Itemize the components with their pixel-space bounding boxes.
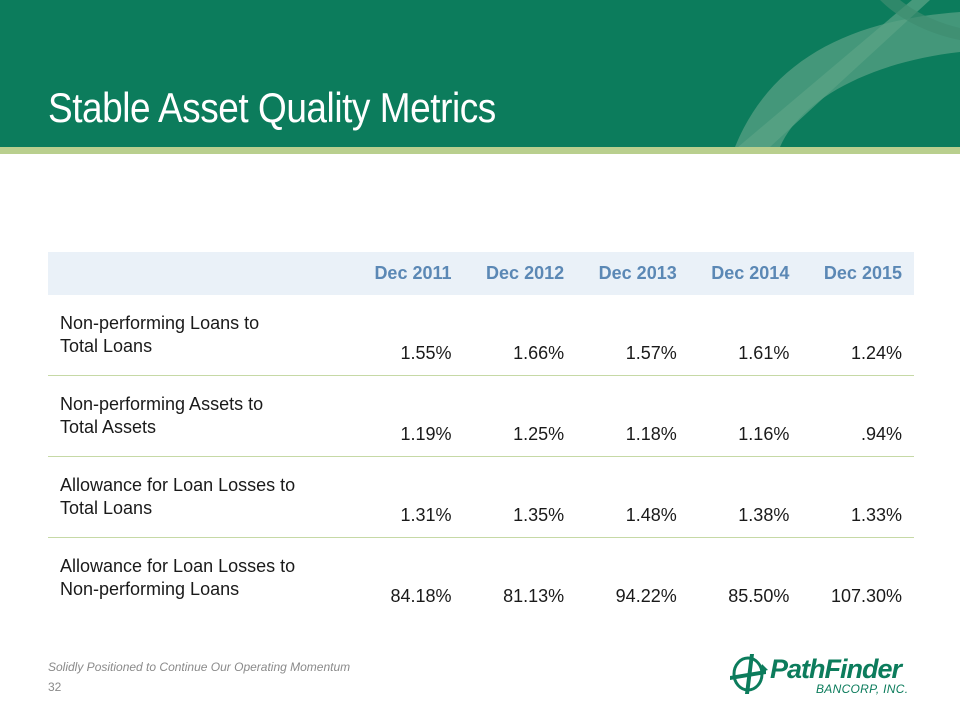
table-row: Allowance for Loan Losses to Total Loans… bbox=[48, 456, 914, 538]
page-number: 32 bbox=[48, 680, 62, 694]
row-label: Non-performing Assets to Total Assets bbox=[48, 375, 352, 457]
column-header-dec-2014: Dec 2014 bbox=[688, 252, 802, 295]
table-cell: .94% bbox=[801, 375, 914, 457]
table-cell: 1.19% bbox=[352, 375, 464, 457]
column-header-dec-2013: Dec 2013 bbox=[576, 252, 689, 295]
row-label-line: Allowance for Loan Losses to bbox=[60, 556, 296, 576]
column-header-dec-2012: Dec 2012 bbox=[463, 252, 577, 295]
footer-tagline: Solidly Positioned to Continue Our Opera… bbox=[48, 660, 351, 674]
table-cell: 107.30% bbox=[830, 586, 902, 606]
table-cell: 1.24% bbox=[801, 295, 914, 376]
table-cell: 81.13% bbox=[503, 586, 565, 606]
row-label-line: Non-performing Loans bbox=[60, 579, 240, 599]
logo-name: PathFinder bbox=[770, 654, 902, 684]
row-label-line: Total Loans bbox=[60, 498, 153, 518]
row-label: Allowance for Loan Losses to Total Loans bbox=[48, 456, 352, 538]
row-label-line: Total Assets bbox=[60, 417, 157, 437]
header-divider bbox=[0, 147, 960, 154]
table-cell: 1.57% bbox=[576, 295, 689, 376]
table-cell: 1.18% bbox=[576, 375, 689, 457]
table-cell: 1.31% bbox=[352, 456, 464, 538]
column-header-metric bbox=[48, 252, 352, 295]
table-row: Non-performing Loans to Total Loans 1.55… bbox=[48, 295, 914, 376]
table-header-row: Dec 2011 Dec 2012 Dec 2013 Dec 2014 Dec … bbox=[48, 252, 914, 295]
table-cell: 1.61% bbox=[688, 295, 802, 376]
title-banner: Stable Asset Quality Metrics bbox=[0, 0, 960, 147]
compass-arrow-icon bbox=[730, 654, 768, 694]
table-row: Allowance for Loan Losses to Non-perform… bbox=[48, 538, 914, 619]
table-cell: 1.16% bbox=[688, 375, 802, 457]
table-row: Non-performing Assets to Total Assets 1.… bbox=[48, 375, 914, 457]
row-label-line: Non-performing Loans to bbox=[60, 313, 260, 333]
table-cell: 1.33% bbox=[801, 456, 914, 538]
page-title: Stable Asset Quality Metrics bbox=[48, 84, 496, 131]
table-cell: 94.22% bbox=[615, 586, 677, 606]
row-label-line: Total Loans bbox=[60, 336, 153, 356]
logo-subtitle: BANCORP, INC. bbox=[816, 682, 909, 696]
asset-quality-table: Dec 2011 Dec 2012 Dec 2013 Dec 2014 Dec … bbox=[48, 252, 914, 618]
table-cell: 1.35% bbox=[463, 456, 577, 538]
table-cell: 1.38% bbox=[688, 456, 802, 538]
row-label-line: Non-performing Assets to bbox=[60, 394, 264, 414]
banner-swoosh-decoration bbox=[735, 0, 960, 147]
column-header-dec-2015: Dec 2015 bbox=[801, 252, 914, 295]
table-cell: 1.25% bbox=[463, 375, 577, 457]
row-label: Non-performing Loans to Total Loans bbox=[48, 295, 352, 376]
row-label: Allowance for Loan Losses to Non-perform… bbox=[48, 538, 352, 619]
table-cell: 85.50% bbox=[728, 586, 790, 606]
table-cell: 1.66% bbox=[463, 295, 577, 376]
column-header-dec-2011: Dec 2011 bbox=[352, 252, 464, 295]
table-cell: 1.55% bbox=[352, 295, 464, 376]
table-cell: 84.18% bbox=[390, 586, 452, 606]
company-logo: PathFinder BANCORP, INC. bbox=[728, 652, 918, 698]
table-cell: 1.48% bbox=[576, 456, 689, 538]
row-label-line: Allowance for Loan Losses to bbox=[60, 475, 296, 495]
